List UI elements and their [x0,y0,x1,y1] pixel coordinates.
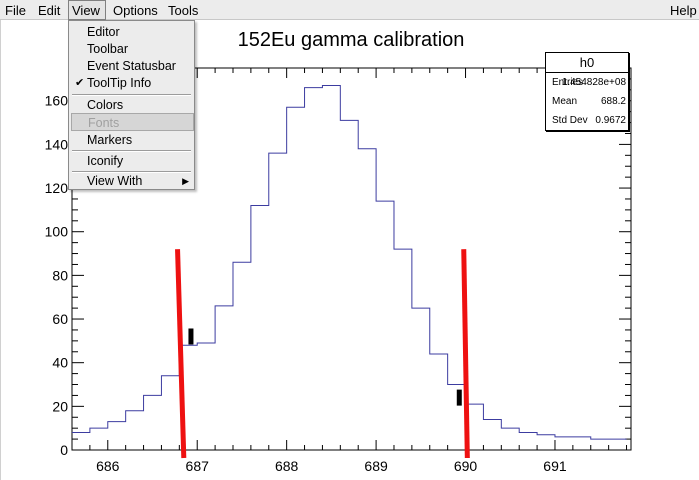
view-menu-dropdown: Editor Toolbar Event Statusbar ✔ ToolTip… [68,20,195,190]
y-tick-label: 140 [45,136,69,152]
menu-bar: File Edit View Options Tools Help [0,0,699,20]
menu-view-highlight [68,0,106,20]
stats-row-stddev: Std Dev 0.9672 [552,115,626,126]
marker [188,328,194,345]
y-tick-label: 160 [45,93,69,109]
cut-lines-group [175,249,470,459]
menu-item-editor[interactable]: Editor [87,25,120,39]
stats-box[interactable]: h0 Entries 1.454828e+08 Mean 688.2 Std D… [545,52,629,131]
menu-item-iconify[interactable]: Iconify [87,154,124,168]
y-tick-label: 120 [45,180,69,196]
menu-item-toolbar[interactable]: Toolbar [87,42,128,56]
y-tick-label: 80 [52,267,68,283]
histogram-series [72,84,627,440]
plot-frame [71,67,632,451]
menu-item-fonts: Fonts [71,113,194,131]
x-tick-label: 691 [543,458,567,474]
stats-row-mean: Mean 688.2 [552,96,626,107]
menu-help[interactable]: Help [670,3,697,18]
menu-options[interactable]: Options [113,3,158,18]
x-tick-label: 689 [364,458,388,474]
x-tick-label: 687 [186,458,210,474]
menu-item-event-statusbar[interactable]: Event Statusbar [87,59,176,73]
checkmark-icon: ✔ [75,77,85,89]
menu-view[interactable]: View [72,3,100,18]
menu-item-markers[interactable]: Markers [87,133,133,147]
menu-item-colors[interactable]: Colors [87,98,124,112]
stats-histogram-name: h0 [546,53,628,73]
menu-edit[interactable]: Edit [38,3,61,18]
menu-separator [72,171,191,173]
cut-line [461,249,470,459]
histogram-line [72,84,627,440]
menu-separator [72,150,191,152]
y-tick-label: 20 [52,398,68,414]
menu-tools[interactable]: Tools [168,3,199,18]
x-tick-label: 690 [454,458,478,474]
menu-file[interactable]: File [5,3,26,18]
root-canvas[interactable]: 152Eu gamma calibration 686 687 688 689 690 6… [0,20,699,480]
marker [456,389,462,406]
submenu-arrow-icon: ▶ [182,176,189,186]
cut-line [175,249,187,459]
y-tick-label: 40 [52,355,68,371]
y-tick-label: 0 [60,442,68,458]
x-tick-label: 686 [96,458,120,474]
stats-row-entries: Entries 1.454828e+08 [552,77,626,88]
y-tick-label: 100 [45,224,69,240]
histogram-plot[interactable]: 152Eu gamma calibration 686 687 688 689 690 6… [1,20,699,480]
menu-item-tooltip-info[interactable]: ✔ ToolTip Info [75,76,152,90]
markers-group [188,328,462,406]
y-tick-label: 60 [52,311,68,327]
menu-separator [72,94,191,96]
menu-item-view-with[interactable]: View With ▶ [87,174,189,188]
chart-title: 152Eu gamma calibration [238,29,465,51]
x-tick-label: 688 [275,458,299,474]
